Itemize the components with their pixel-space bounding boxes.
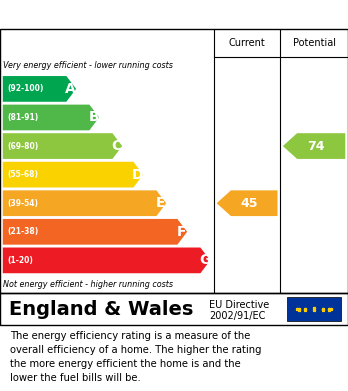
Text: (1-20): (1-20): [7, 256, 33, 265]
Text: Not energy efficient - higher running costs: Not energy efficient - higher running co…: [3, 280, 174, 289]
Text: Current: Current: [229, 38, 266, 48]
Text: Potential: Potential: [293, 38, 335, 48]
Polygon shape: [217, 190, 277, 216]
Polygon shape: [3, 76, 76, 102]
Polygon shape: [3, 190, 166, 216]
Text: (69-80): (69-80): [7, 142, 38, 151]
Text: (21-38): (21-38): [7, 227, 38, 236]
Text: 45: 45: [240, 197, 258, 210]
Polygon shape: [3, 105, 99, 130]
Text: (39-54): (39-54): [7, 199, 38, 208]
Text: (92-100): (92-100): [7, 84, 44, 93]
Text: F: F: [177, 225, 187, 239]
Text: The energy efficiency rating is a measure of the
overall efficiency of a home. T: The energy efficiency rating is a measur…: [10, 330, 262, 382]
Text: (55-68): (55-68): [7, 170, 38, 179]
Text: A: A: [65, 82, 76, 96]
Polygon shape: [283, 133, 345, 159]
Text: EU Directive: EU Directive: [209, 300, 269, 310]
Polygon shape: [3, 133, 122, 159]
Text: D: D: [132, 168, 143, 182]
Text: England & Wales: England & Wales: [9, 300, 193, 319]
Text: C: C: [112, 139, 122, 153]
Polygon shape: [3, 248, 210, 273]
Polygon shape: [3, 162, 143, 188]
Text: G: G: [199, 253, 211, 267]
Text: (81-91): (81-91): [7, 113, 38, 122]
Text: E: E: [156, 196, 166, 210]
Text: Energy Efficiency Rating: Energy Efficiency Rating: [10, 8, 220, 23]
Text: B: B: [88, 111, 99, 124]
Polygon shape: [3, 219, 187, 245]
Text: Very energy efficient - lower running costs: Very energy efficient - lower running co…: [3, 61, 173, 70]
Text: 2002/91/EC: 2002/91/EC: [209, 311, 265, 321]
Text: 74: 74: [307, 140, 325, 152]
Bar: [287, 297, 341, 321]
